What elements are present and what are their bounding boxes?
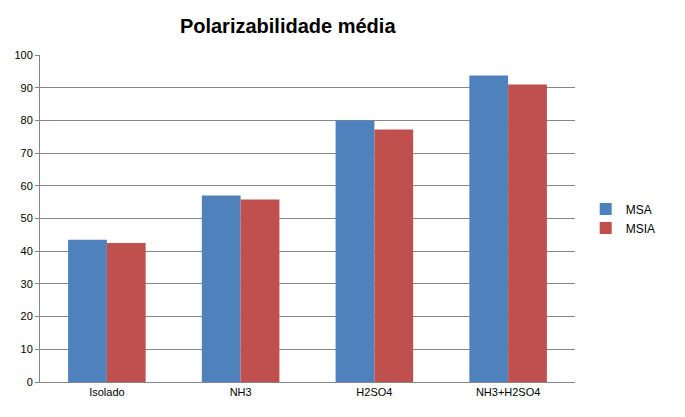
- svg-text:20: 20: [21, 310, 33, 322]
- svg-text:Polarizabilidade média: Polarizabilidade média: [180, 15, 397, 37]
- svg-text:0: 0: [27, 376, 33, 388]
- svg-text:60: 60: [21, 180, 33, 192]
- svg-text:80: 80: [21, 114, 33, 126]
- svg-text:70: 70: [21, 147, 33, 159]
- svg-text:90: 90: [21, 82, 33, 94]
- svg-text:Isolado: Isolado: [89, 386, 124, 398]
- svg-text:MSA: MSA: [626, 203, 652, 217]
- svg-text:50: 50: [21, 212, 33, 224]
- svg-text:100: 100: [14, 49, 32, 61]
- svg-text:30: 30: [21, 278, 33, 290]
- svg-text:H2SO4: H2SO4: [356, 386, 392, 398]
- svg-text:40: 40: [21, 245, 33, 257]
- svg-text:MSIA: MSIA: [626, 222, 655, 236]
- svg-text:10: 10: [21, 343, 33, 355]
- svg-text:NH3+H2SO4: NH3+H2SO4: [476, 386, 541, 398]
- svg-text:NH3: NH3: [230, 386, 252, 398]
